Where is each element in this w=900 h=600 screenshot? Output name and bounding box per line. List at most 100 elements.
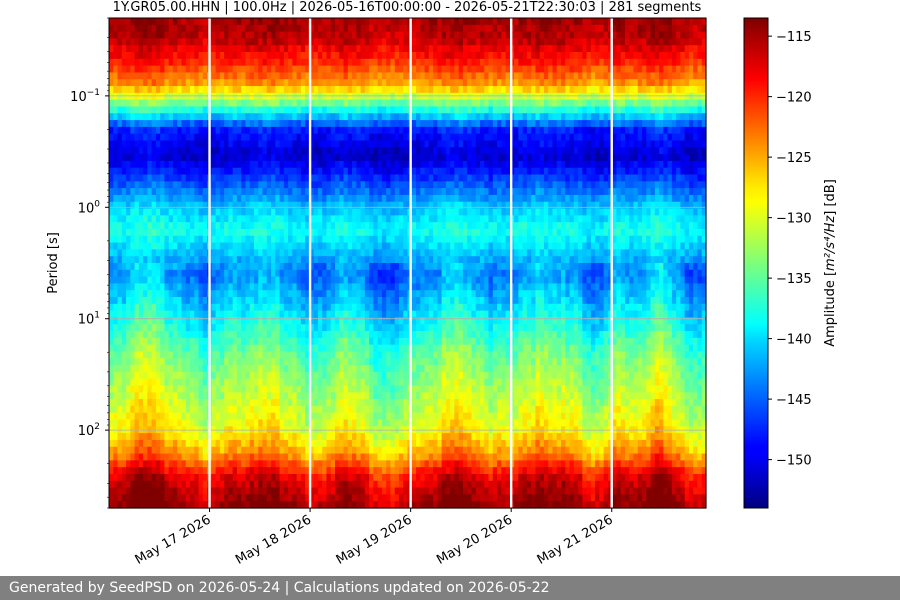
heatmap-cell [241, 147, 247, 155]
heatmap-cell [317, 58, 323, 67]
heatmap-cell [394, 215, 400, 223]
heatmap-cell [573, 167, 579, 176]
heatmap-cell [697, 160, 703, 169]
heatmap-cell [292, 140, 298, 148]
heatmap-cell [475, 120, 481, 128]
heatmap-cell [292, 194, 298, 203]
heatmap-cell [697, 120, 703, 128]
heatmap-cell [688, 38, 694, 46]
heatmap-cell [288, 92, 293, 101]
heatmap-cell [595, 235, 600, 244]
heatmap-cell [624, 45, 630, 53]
heatmap-cell [514, 133, 519, 142]
heatmap-cell [211, 99, 217, 108]
heatmap-cell [245, 228, 251, 237]
heatmap-cell [121, 79, 127, 87]
heatmap-cell [253, 133, 259, 142]
heatmap-cell [663, 133, 669, 142]
heatmap-cell [190, 45, 195, 53]
heatmap-cell [394, 58, 400, 67]
heatmap-cell [224, 38, 229, 46]
heatmap-cell [279, 106, 285, 114]
heatmap-cell [561, 194, 566, 203]
heatmap-cell [612, 31, 618, 40]
heatmap-cell [488, 65, 494, 74]
heatmap-cell [458, 194, 464, 203]
heatmap-cell [113, 235, 119, 244]
heatmap-cell [433, 228, 438, 237]
heatmap-cell [556, 201, 562, 210]
heatmap-cell [309, 147, 315, 155]
heatmap-cell [258, 256, 264, 264]
heatmap-cell [109, 52, 114, 60]
heatmap-cell [386, 208, 392, 216]
heatmap-cell [659, 120, 664, 128]
heatmap-cell [134, 31, 140, 40]
heatmap-cell [394, 154, 400, 162]
heatmap-cell [386, 181, 392, 189]
heatmap-cell [471, 167, 477, 176]
heatmap-cell [688, 58, 694, 67]
heatmap-cell [514, 140, 519, 148]
heatmap-cell [462, 147, 468, 155]
heatmap-cell [134, 147, 140, 155]
heatmap-cell [607, 154, 613, 162]
heatmap-cell [586, 147, 592, 155]
heatmap-cell [219, 154, 225, 162]
heatmap-cell [548, 106, 554, 114]
heatmap-cell [232, 18, 238, 26]
heatmap-cell [330, 18, 336, 26]
heatmap-cell [296, 235, 302, 244]
heatmap-cell [586, 45, 592, 53]
heatmap-cell [526, 72, 532, 80]
heatmap-cell [475, 52, 481, 60]
heatmap-cell [360, 249, 366, 257]
heatmap-cell [458, 38, 464, 46]
heatmap-cell [441, 154, 447, 162]
heatmap-cell [659, 65, 664, 74]
heatmap-cell [535, 45, 541, 53]
heatmap-cell [684, 58, 690, 67]
heatmap-cell [160, 256, 166, 264]
heatmap-cell [360, 18, 366, 26]
heatmap-cell [624, 160, 630, 169]
heatmap-cell [437, 18, 443, 26]
heatmap-cell [164, 242, 170, 250]
heatmap-cell [642, 24, 647, 33]
heatmap-cell [117, 160, 123, 169]
heatmap-cell [138, 120, 144, 128]
heatmap-cell [130, 140, 136, 148]
heatmap-cell [147, 120, 153, 128]
heatmap-cell [198, 79, 204, 87]
heatmap-cell [164, 99, 170, 108]
heatmap-cell [543, 208, 549, 216]
heatmap-cell [155, 113, 161, 121]
heatmap-cell [228, 79, 234, 87]
heatmap-cell [258, 72, 264, 80]
heatmap-cell [445, 133, 451, 142]
heatmap-cell [228, 228, 234, 237]
heatmap-cell [437, 167, 443, 176]
heatmap-cell [505, 167, 511, 176]
heatmap-cell [335, 120, 340, 128]
heatmap-cell [202, 160, 208, 169]
heatmap-cell [360, 160, 366, 169]
heatmap-cell [684, 18, 690, 26]
heatmap-cell [347, 86, 353, 94]
heatmap-cell [373, 174, 379, 182]
heatmap-cell [505, 99, 511, 108]
heatmap-cell [650, 79, 656, 87]
heatmap-cell [347, 106, 353, 114]
heatmap-cell [211, 160, 217, 169]
heatmap-cell [573, 188, 579, 196]
heatmap-cell [624, 72, 630, 80]
heatmap-cell [642, 235, 647, 244]
heatmap-cell [317, 160, 323, 169]
heatmap-cell [271, 99, 276, 108]
heatmap-cell [177, 31, 183, 40]
heatmap-cell [296, 174, 302, 182]
heatmap-cell [586, 194, 592, 203]
heatmap-cell [215, 249, 221, 257]
heatmap-cell [364, 92, 370, 101]
heatmap-cell [467, 65, 473, 74]
